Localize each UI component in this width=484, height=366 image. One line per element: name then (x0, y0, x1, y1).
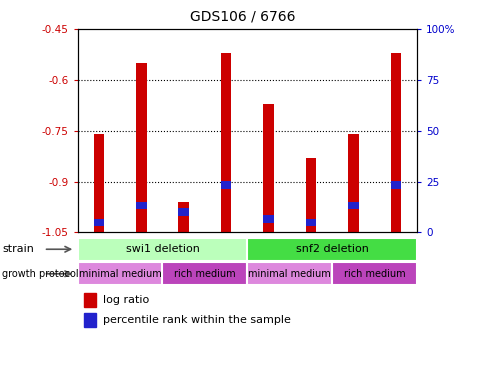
Bar (348, 202, 358, 209)
Bar (93, 134, 104, 232)
Bar (220, 53, 231, 232)
Text: rich medium: rich medium (343, 269, 405, 279)
Bar (247, 262, 332, 285)
Bar (305, 219, 316, 226)
Bar (136, 63, 146, 232)
Text: strain: strain (2, 244, 34, 254)
Text: minimal medium: minimal medium (248, 269, 331, 279)
Text: minimal medium: minimal medium (78, 269, 161, 279)
Bar (178, 208, 189, 216)
Bar (390, 53, 400, 232)
Bar (332, 262, 416, 285)
Bar (162, 262, 247, 285)
Bar (77, 238, 247, 261)
Bar (348, 134, 358, 232)
Bar (263, 215, 273, 223)
Text: percentile rank within the sample: percentile rank within the sample (103, 315, 290, 325)
Text: log ratio: log ratio (103, 295, 149, 305)
Bar (77, 262, 162, 285)
Bar (247, 238, 416, 261)
Bar (178, 202, 189, 232)
Text: swi1 deletion: swi1 deletion (125, 244, 199, 254)
Bar (84, 313, 96, 328)
Bar (220, 181, 231, 189)
Text: growth protocol: growth protocol (2, 269, 79, 279)
Bar (305, 158, 316, 232)
Text: rich medium: rich medium (174, 269, 235, 279)
Bar (390, 181, 400, 189)
Text: snf2 deletion: snf2 deletion (295, 244, 368, 254)
Bar (263, 104, 273, 232)
Text: GDS106 / 6766: GDS106 / 6766 (189, 9, 295, 23)
Bar (84, 293, 96, 307)
Bar (136, 202, 146, 209)
Bar (93, 219, 104, 226)
